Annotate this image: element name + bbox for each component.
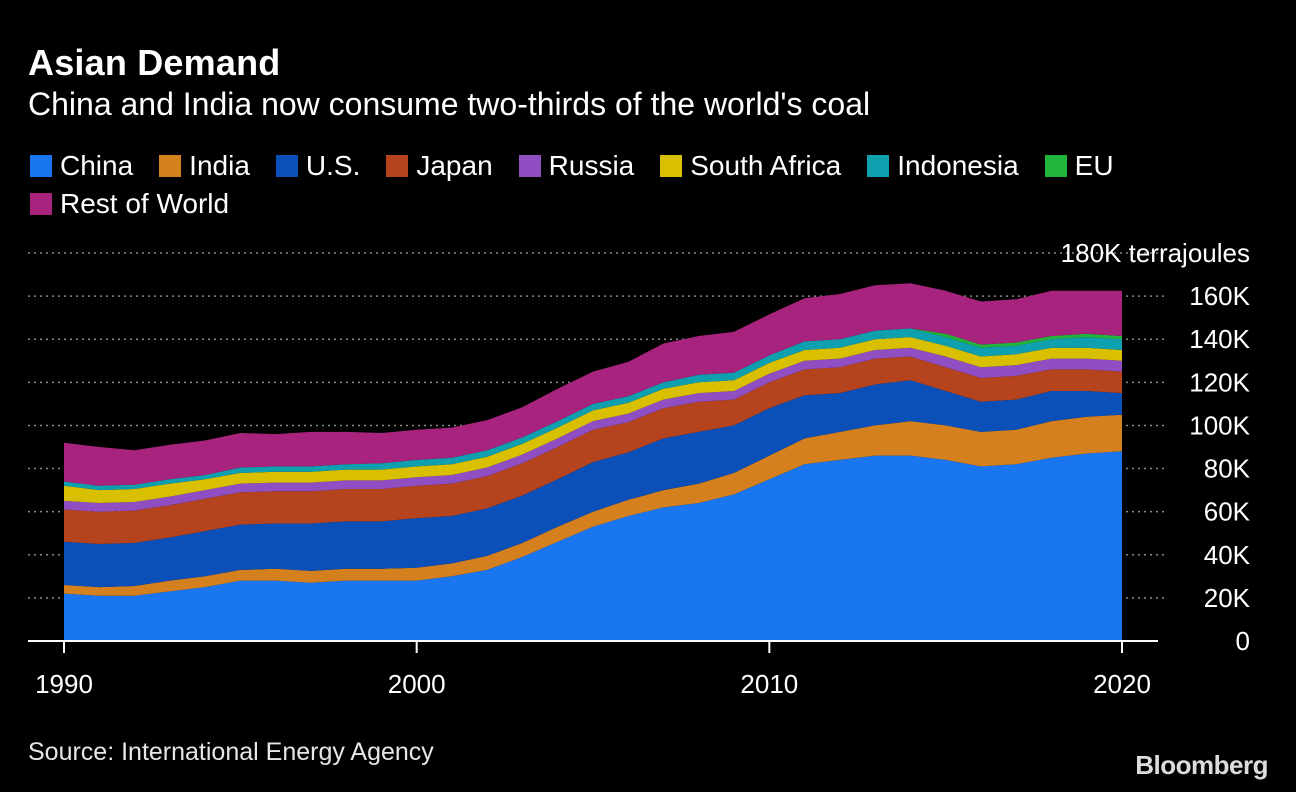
y-tick-label: 20K [1204,583,1251,613]
legend-swatch-japan [386,155,409,177]
legend-label-japan: Japan [416,150,493,181]
legend-swatch-indonesia [867,155,890,177]
legend-item-japan: Japan [386,150,493,182]
legend-swatch-eu [1044,155,1067,177]
legend-swatch-russia [518,155,541,177]
area-eu [64,328,1122,486]
legend-item-south-africa: South Africa [660,150,841,182]
legend-item-russia: Russia [518,150,635,182]
y-tick-label: 140K [1189,324,1250,354]
legend-label-india: India [189,150,250,181]
y-tick-label: 160K [1189,281,1250,311]
area-russia [64,347,1122,512]
legend-item-u-s: U.S. [275,150,361,182]
legend-item-indonesia: Indonesia [867,150,1019,182]
y-tick-label: 60K [1204,497,1251,527]
legend-label-indonesia: Indonesia [897,150,1019,181]
legend-swatch-india [159,155,182,177]
legend-label-china: China [60,150,134,181]
legend-label-u-s: U.S. [305,150,361,181]
y-tick-label: 100K [1189,410,1250,440]
axes: 0 20K 40K 60K 80K 100K 120K 140K 160K 180K terraj… [28,238,1251,699]
chart-legend: China India U.S. Japan Russia South Africa Ind… [30,150,1190,220]
legend-swatch-rest-of-world [30,193,52,215]
legend-item-india: India [159,150,250,182]
area-india [64,414,1122,596]
legend-item-china: China [30,150,133,182]
area-indonesia [64,328,1122,491]
y-tick-label: 80K [1204,454,1251,484]
area-china [64,451,1122,641]
legend-item-eu: EU [1044,150,1114,182]
legend-swatch-u-s [275,155,298,177]
chart-subtitle: China and India now consume two-thirds o… [28,86,871,122]
legend-swatch-south-africa [660,155,683,177]
y-tick-label: 120K [1189,367,1250,397]
stacked-areas [64,283,1122,641]
source-note: Source: International Energy Agency [28,738,434,766]
bloomberg-logo: Bloomberg [1135,750,1268,780]
y-tick-label: 180K terrajoules [1061,238,1250,268]
area-rest-of-world [64,283,1122,486]
x-tick-label: 2000 [388,669,446,699]
legend-label-south-africa: South Africa [690,150,842,181]
legend-label-russia: Russia [548,150,635,181]
y-tick-label: 40K [1204,540,1251,570]
x-tick-label: 2010 [740,669,798,699]
y-tick-label: 0 [1236,626,1250,656]
legend-swatch-china [30,155,52,177]
area-japan [64,356,1122,544]
legend-item-rest-of-world: Rest of World [30,188,229,220]
area-u-s [64,380,1122,588]
legend-label-rest-of-world: Rest of World [60,188,230,219]
area-south-africa [64,337,1122,503]
legend-label-eu: EU [1074,150,1114,181]
x-tick-label: 1990 [35,669,93,699]
chart-title: Asian Demand [28,42,281,83]
x-tick-label: 2020 [1093,669,1151,699]
